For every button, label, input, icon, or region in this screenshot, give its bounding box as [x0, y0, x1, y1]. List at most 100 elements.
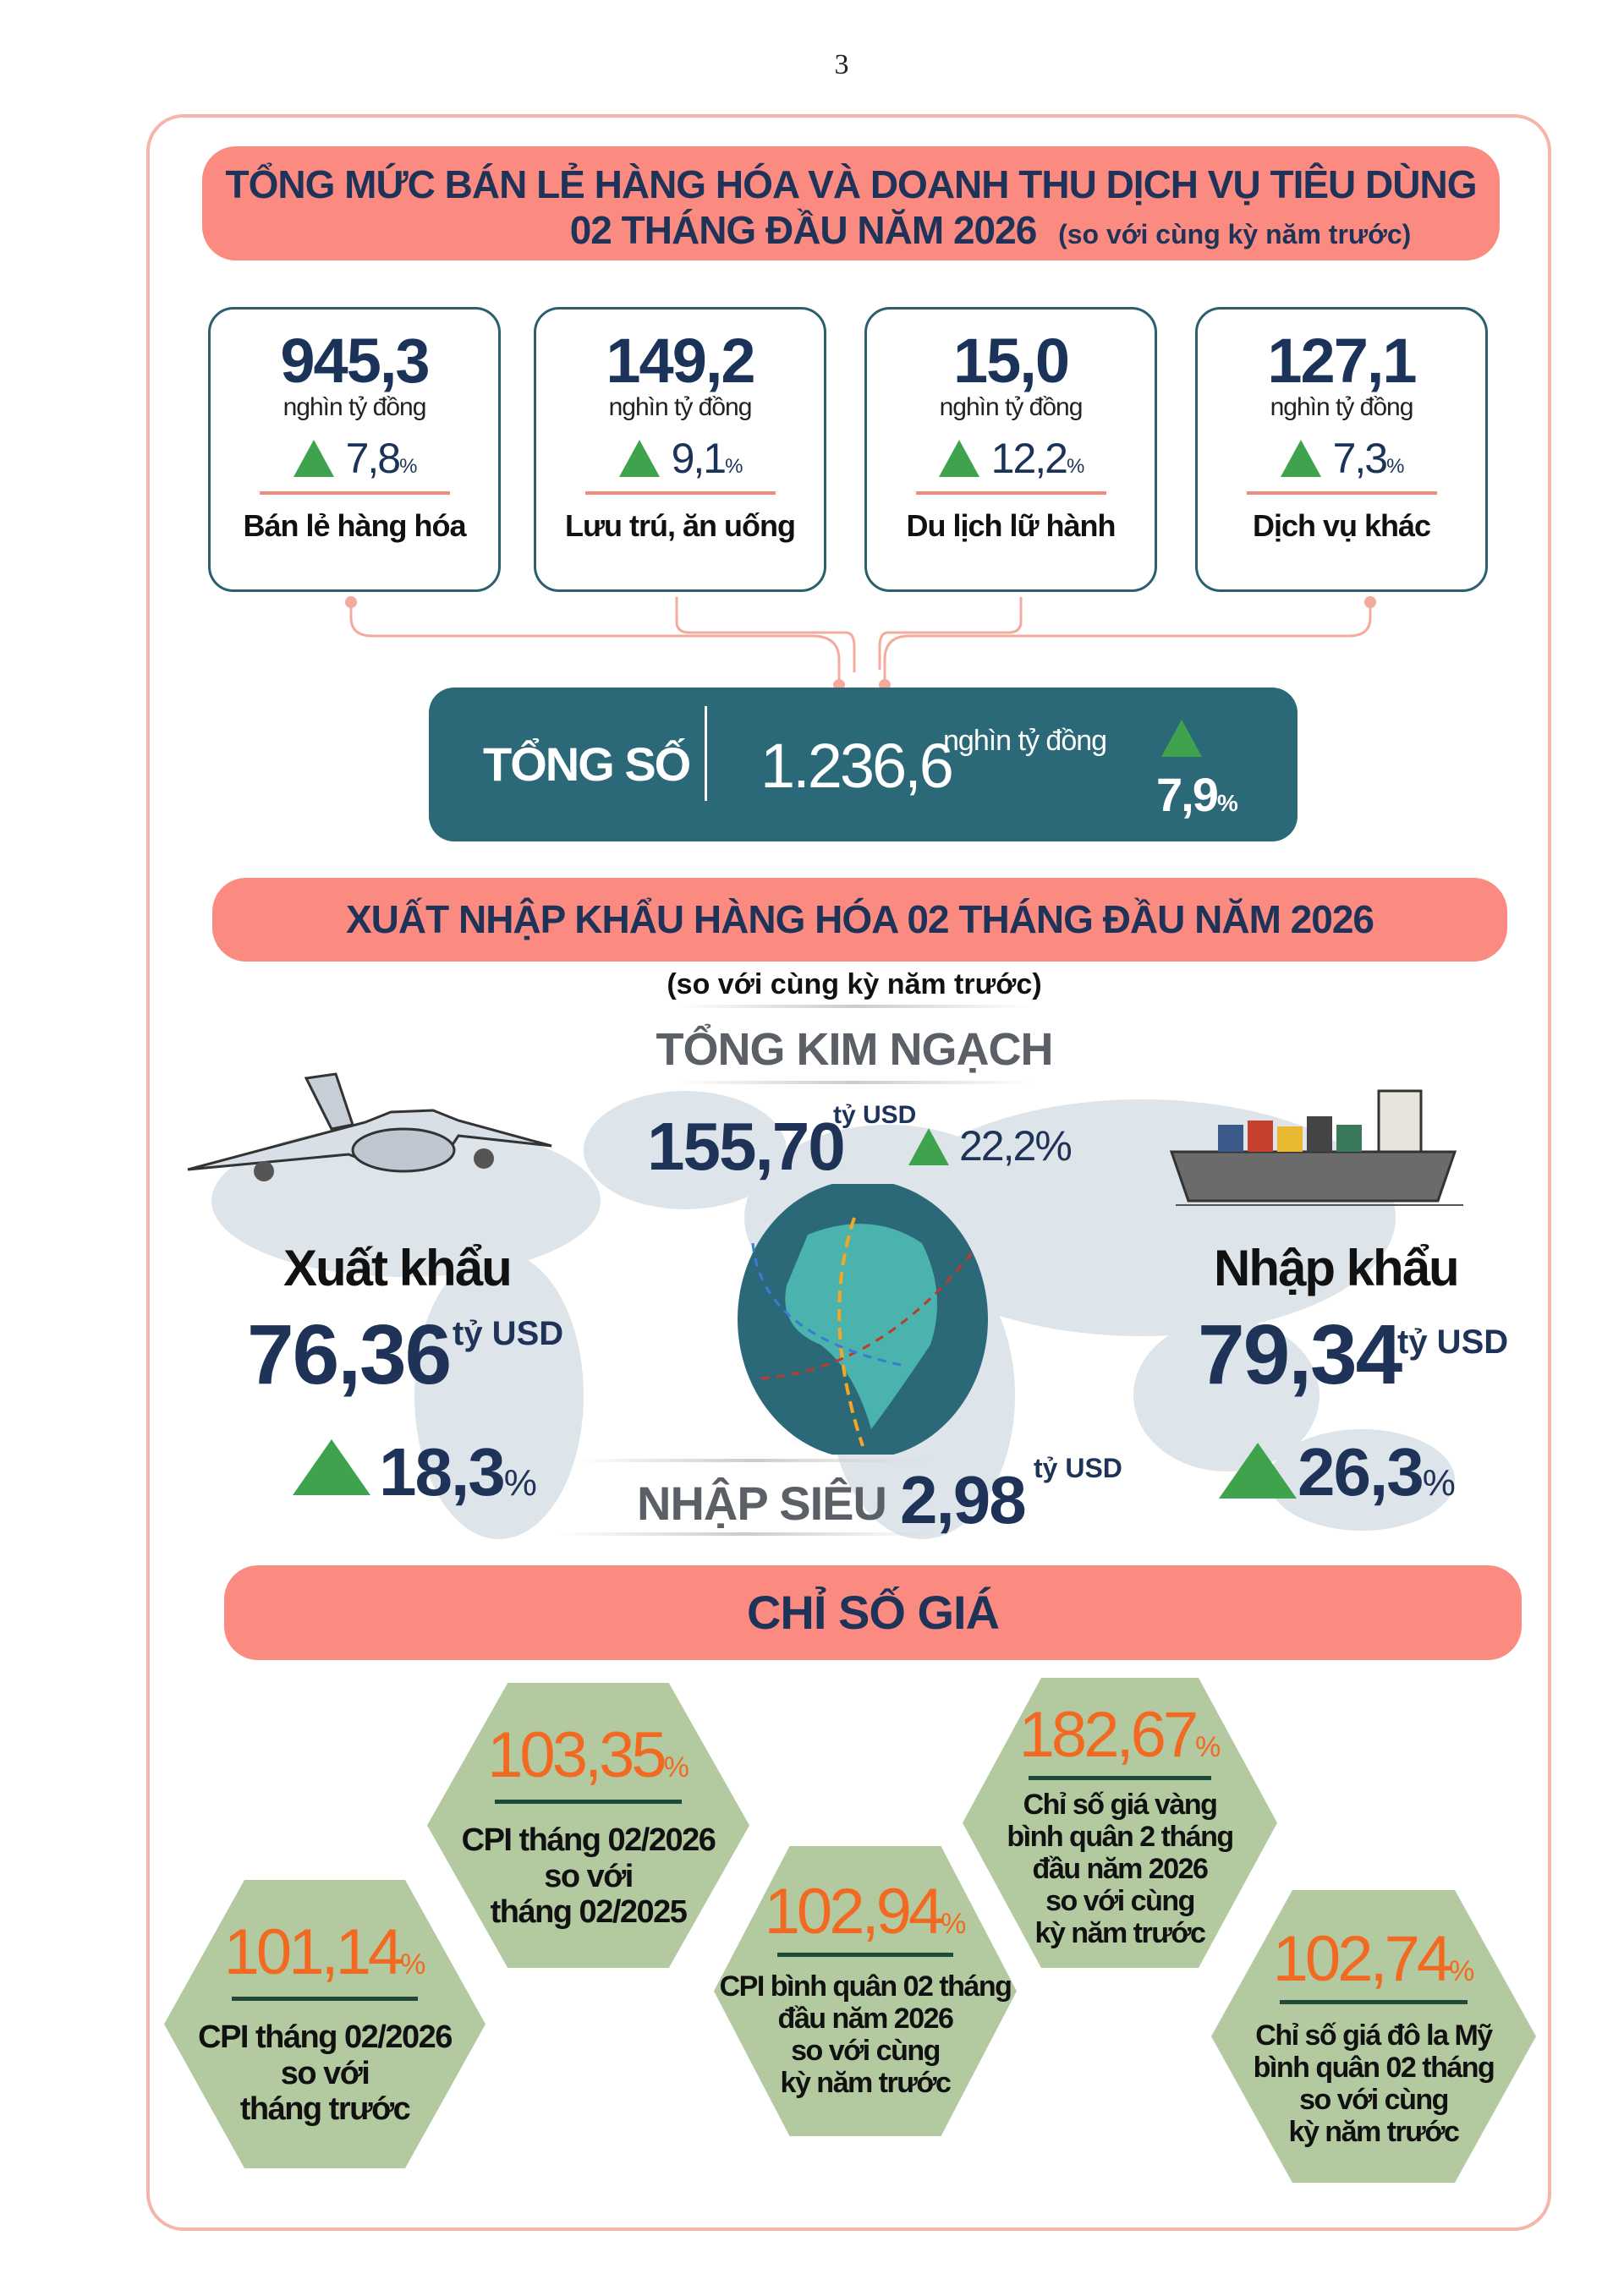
total-growth: 7,9% [1156, 767, 1238, 822]
divider [584, 491, 776, 495]
total-divider [705, 706, 707, 801]
rule-top-deficit [575, 1459, 930, 1462]
import-unit: tỷ USD [1397, 1323, 1509, 1361]
price-value: 182,67 [1018, 1699, 1199, 1771]
card-value: 945,3 [280, 326, 430, 396]
percent-sign: % [1195, 1731, 1221, 1763]
page-number: 3 [834, 49, 849, 80]
percent-sign: % [503, 1462, 537, 1504]
price-description: Chỉ số giá vàng bình quân 2 tháng đầu nă… [1007, 1789, 1234, 1950]
trade-banner: XUẤT NHẬP KHẨU HÀNG HÓA 02 THÁNG ĐẦU NĂM… [212, 878, 1507, 962]
price-value: 102,94 [764, 1876, 944, 1948]
divider [231, 1997, 419, 2001]
card-label: Lưu trú, ăn uống [564, 508, 796, 543]
retail-title-line2: 02 THÁNG ĐẦU NĂM 2026 [569, 208, 1038, 252]
percent-sign: % [663, 1751, 689, 1784]
export-label: Xuất khẩu [283, 1240, 513, 1296]
total-trade-unit: tỷ USD [833, 1101, 917, 1129]
price-value: 101,14 [223, 1916, 403, 1988]
card-label: Du lịch lữ hành [906, 508, 1116, 543]
percent-sign: % [1449, 1955, 1475, 1987]
percent-sign: % [725, 455, 743, 478]
rule-bottom-deficit [558, 1532, 930, 1536]
up-triangle-icon [908, 1128, 949, 1165]
card-unit: nghìn tỷ đồng [608, 393, 753, 421]
price-value: 103,35 [487, 1719, 667, 1791]
total-growth-value: 7,9 [1156, 768, 1219, 821]
trade-note: (so với cùng kỳ năm trước) [667, 968, 1042, 1000]
up-triangle-icon [1219, 1443, 1297, 1499]
card-value: 149,2 [606, 326, 755, 396]
total-value: 1.236,6 [760, 731, 954, 801]
percent-sign: % [1422, 1462, 1456, 1504]
retail-card-other-services: 127,1 nghìn tỷ đồng 7,3% Dịch vụ khác [1195, 307, 1488, 592]
divider [915, 491, 1106, 495]
card-growth: 12,2 [990, 435, 1068, 482]
percent-sign: % [400, 1948, 426, 1981]
infographic-frame [146, 114, 1551, 2231]
rule-bottom-total [677, 1081, 1032, 1084]
price-description: CPI tháng 02/2026 so với tháng trước [198, 2019, 453, 2128]
up-triangle-icon [293, 440, 334, 477]
export-unit: tỷ USD [453, 1315, 564, 1352]
percent-sign: % [1386, 455, 1404, 478]
percent-sign: % [1216, 790, 1238, 816]
divider [1279, 2000, 1468, 2004]
total-trade-label: TỔNG KIM NGẠCH [656, 1024, 1054, 1075]
total-trade-value: 155,70 [647, 1109, 846, 1184]
percent-sign: % [941, 1908, 967, 1940]
retail-card-goods: 945,3 nghìn tỷ đồng 7,8% Bán lẻ hàng hóa [208, 307, 501, 592]
divider [259, 491, 450, 495]
price-value: 102,74 [1272, 1923, 1452, 1995]
price-hex-usd: 102,74% Chỉ số giá đô la Mỹ bình quân 02… [1211, 1890, 1536, 2183]
deficit-label: NHẬP SIÊU [637, 1477, 887, 1530]
export-value: 76,36 [247, 1307, 452, 1402]
retail-title-note: (so với cùng kỳ năm trước) [1058, 219, 1412, 249]
import-value: 79,34 [1198, 1307, 1402, 1402]
up-triangle-icon [618, 440, 660, 477]
card-label: Dịch vụ khác [1252, 508, 1431, 543]
up-triangle-icon [293, 1439, 370, 1495]
deficit-unit: tỷ USD [1034, 1453, 1122, 1483]
divider [777, 1953, 953, 1957]
import-growth-value: 26,3 [1298, 1434, 1424, 1510]
prices-banner: CHỈ SỐ GIÁ [224, 1565, 1522, 1660]
retail-card-accommodation: 149,2 nghìn tỷ đồng 9,1% Lưu trú, ăn uốn… [534, 307, 826, 592]
retail-total-box: TỔNG SỐ 1.236,6 nghìn tỷ đồng 7,9% [429, 688, 1298, 841]
divider [495, 1800, 682, 1804]
price-description: CPI tháng 02/2026 so với tháng 02/2025 [461, 1822, 716, 1931]
rule-top-total [677, 1005, 1032, 1008]
card-label: Bán lẻ hàng hóa [243, 508, 466, 543]
price-description: CPI bình quân 02 tháng đầu năm 2026 so v… [719, 1970, 1012, 2100]
import-growth: 26,3% [1298, 1433, 1456, 1511]
globe-icon [738, 1184, 988, 1455]
airplane-icon [187, 1072, 552, 1181]
retail-banner: TỔNG MỨC BÁN LẺ HÀNG HÓA VÀ DOANH THU DỊ… [202, 146, 1500, 260]
card-growth: 7,3 [1332, 435, 1389, 482]
card-growth: 9,1 [671, 435, 727, 482]
price-hex-cpi-avg: 102,94% CPI bình quân 02 tháng đầu năm 2… [714, 1846, 1017, 2136]
up-triangle-icon [1161, 720, 1202, 757]
total-unit: nghìn tỷ đồng [943, 725, 1107, 757]
divider [1029, 1776, 1211, 1780]
card-growth: 7,8 [345, 435, 402, 482]
card-unit: nghìn tỷ đồng [939, 393, 1084, 421]
price-description: Chỉ số giá đô la Mỹ bình quân 02 tháng s… [1253, 2019, 1495, 2149]
divider [1246, 491, 1437, 495]
total-label: TỔNG SỐ [483, 737, 691, 791]
up-triangle-icon [938, 440, 979, 477]
cargo-ship-icon [1169, 1089, 1463, 1206]
deficit-value: 2,98 [900, 1462, 1027, 1537]
export-growth-value: 18,3 [379, 1434, 506, 1510]
retail-title-line1: TỔNG MỨC BÁN LẺ HÀNG HÓA VÀ DOANH THU DỊ… [225, 162, 1478, 206]
connector-lines [345, 596, 1376, 689]
percent-sign: % [399, 455, 417, 478]
card-value: 15,0 [952, 326, 1070, 396]
percent-sign: % [1066, 455, 1084, 478]
card-unit: nghìn tỷ đồng [1270, 393, 1414, 421]
import-label: Nhập khẩu [1214, 1240, 1460, 1296]
up-triangle-icon [1280, 440, 1321, 477]
total-trade-growth: 22,2% [959, 1122, 1073, 1170]
retail-card-travel: 15,0 nghìn tỷ đồng 12,2% Du lịch lữ hành [864, 307, 1157, 592]
card-unit: nghìn tỷ đồng [283, 393, 427, 421]
